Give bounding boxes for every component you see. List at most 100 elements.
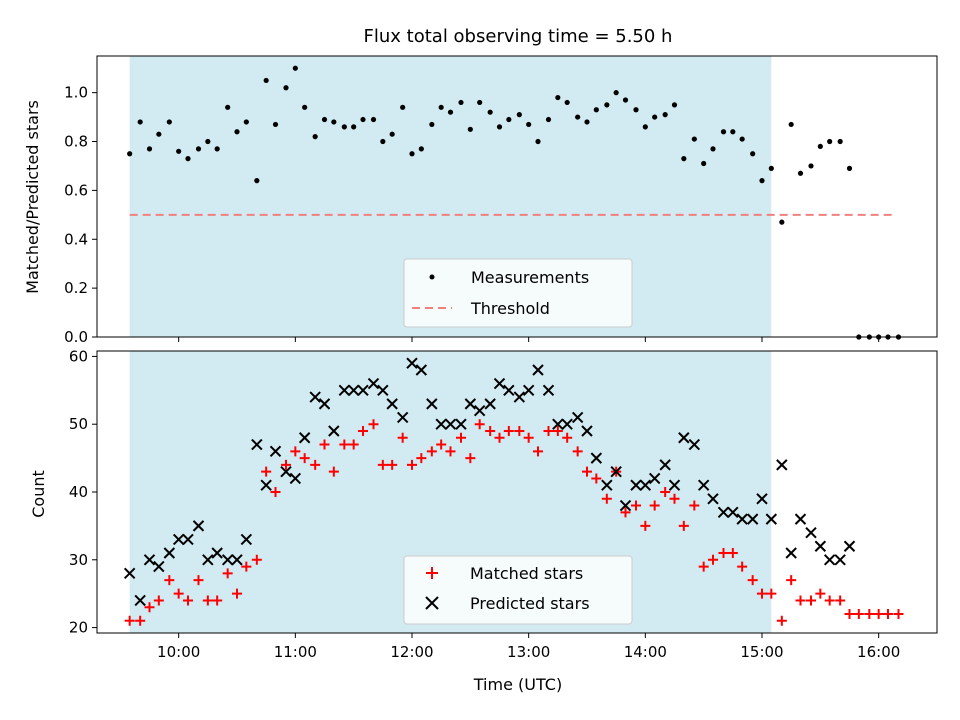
matched-star-point bbox=[465, 453, 476, 464]
predicted-star-point bbox=[590, 452, 603, 464]
measurement-point bbox=[622, 97, 629, 103]
predicted-star-point bbox=[338, 384, 351, 397]
matched-star-point bbox=[407, 459, 417, 470]
predicted-star-point bbox=[659, 459, 671, 471]
matched-star-point bbox=[368, 419, 379, 430]
bottom-legend: Matched stars Predicted stars bbox=[403, 555, 633, 625]
measurement-point bbox=[458, 99, 464, 106]
measurement-point bbox=[487, 109, 493, 115]
measurement-point bbox=[739, 136, 745, 142]
legend-matched-marker bbox=[426, 567, 438, 579]
predicted-star-point bbox=[464, 398, 477, 410]
matched-star-point bbox=[815, 588, 826, 599]
predicted-star-point bbox=[648, 472, 661, 485]
matched-star-point bbox=[202, 595, 213, 606]
predicted-star-point bbox=[843, 540, 856, 552]
matched-star-point bbox=[348, 439, 359, 450]
predicted-star-point bbox=[240, 533, 253, 546]
measurement-point bbox=[341, 124, 347, 130]
matched-star-point bbox=[572, 446, 583, 457]
measurement-point bbox=[779, 219, 785, 225]
matched-star-point bbox=[591, 473, 602, 484]
measurement-point bbox=[380, 138, 386, 145]
measurement-point bbox=[312, 134, 318, 140]
predicted-star-point bbox=[202, 554, 214, 566]
y-tick-label: 1.0 bbox=[64, 84, 88, 102]
measurement-point bbox=[681, 156, 687, 162]
predicted-star-point bbox=[688, 438, 701, 451]
predicted-star-point bbox=[542, 384, 555, 397]
measurement-point bbox=[642, 124, 648, 130]
predicted-star-point bbox=[386, 398, 398, 410]
bottom-plot-frame bbox=[96, 350, 938, 634]
predicted-star-point bbox=[280, 465, 292, 478]
matched-star-point bbox=[124, 615, 135, 626]
x-tick-label: 11:00 bbox=[274, 643, 317, 661]
measurement-point bbox=[156, 131, 162, 137]
bottom-y-axis-label: Count bbox=[29, 470, 48, 518]
predicted-star-point bbox=[289, 472, 302, 485]
predicted-star-point bbox=[552, 418, 564, 430]
matched-star-point bbox=[543, 425, 554, 436]
bottom-y-axis-ticks: 20 30 40 50 60 bbox=[69, 347, 97, 637]
measurement-point bbox=[846, 165, 853, 171]
matched-star-point bbox=[183, 595, 193, 606]
predicted-star-point bbox=[513, 391, 526, 403]
matched-star-point bbox=[135, 615, 146, 626]
measurement-point bbox=[418, 146, 424, 152]
measurement-point bbox=[575, 114, 581, 120]
y-tick-label: 40 bbox=[69, 483, 88, 501]
matched-star-point bbox=[562, 432, 573, 443]
predicted-star-point bbox=[561, 418, 573, 430]
predicted-star-point bbox=[727, 506, 739, 519]
y-tick-label: 0.2 bbox=[64, 279, 88, 297]
measurement-point bbox=[127, 151, 133, 157]
matched-star-point bbox=[552, 425, 563, 436]
matched-star-point bbox=[864, 609, 875, 620]
matched-star-point bbox=[339, 439, 350, 450]
y-tick-label: 0.4 bbox=[64, 230, 88, 248]
matched-star-point bbox=[164, 575, 175, 586]
measurement-point bbox=[671, 102, 678, 108]
matched-star-point bbox=[514, 425, 525, 436]
measurement-point bbox=[185, 156, 191, 162]
measurement-point bbox=[593, 107, 599, 113]
measurement-point bbox=[613, 90, 619, 96]
measurement-point bbox=[360, 116, 366, 123]
matched-star-point bbox=[669, 493, 680, 504]
matched-star-point bbox=[173, 588, 184, 599]
predicted-star-point bbox=[298, 432, 311, 444]
measurement-point bbox=[827, 138, 833, 145]
measurement-point bbox=[283, 85, 289, 91]
matched-star-point bbox=[193, 575, 204, 586]
matched-star-point bbox=[533, 446, 543, 457]
measurement-point bbox=[750, 151, 756, 157]
measurement-point bbox=[477, 99, 483, 106]
matched-star-point bbox=[387, 459, 398, 470]
predicted-star-point bbox=[707, 493, 719, 505]
legend-matched-label: Matched stars bbox=[470, 564, 583, 583]
top-panel: 0.0 0.2 0.4 0.6 0.8 1.0 Flux total observing … bbox=[23, 26, 938, 346]
measurement-point bbox=[808, 163, 814, 169]
matched-star-point bbox=[873, 609, 884, 620]
matched-star-point bbox=[776, 615, 787, 626]
measurement-point bbox=[720, 129, 727, 135]
matched-star-point bbox=[261, 466, 272, 477]
measurement-point bbox=[516, 112, 522, 118]
measurement-point bbox=[759, 178, 765, 184]
y-tick-label: 20 bbox=[69, 619, 88, 637]
measurement-point bbox=[137, 119, 143, 125]
predicted-star-point bbox=[668, 479, 681, 491]
y-tick-label: 0.8 bbox=[64, 133, 88, 151]
matched-star-point bbox=[474, 419, 485, 430]
predicted-star-point bbox=[211, 547, 223, 559]
predicted-star-point bbox=[347, 384, 360, 397]
matched-star-point bbox=[416, 453, 427, 464]
matched-star-point bbox=[582, 466, 592, 477]
matched-star-point bbox=[795, 595, 806, 606]
matched-star-point bbox=[503, 425, 514, 436]
measurement-point bbox=[243, 119, 249, 125]
x-tick-label: 16:00 bbox=[857, 643, 900, 661]
measurement-point bbox=[506, 116, 512, 123]
